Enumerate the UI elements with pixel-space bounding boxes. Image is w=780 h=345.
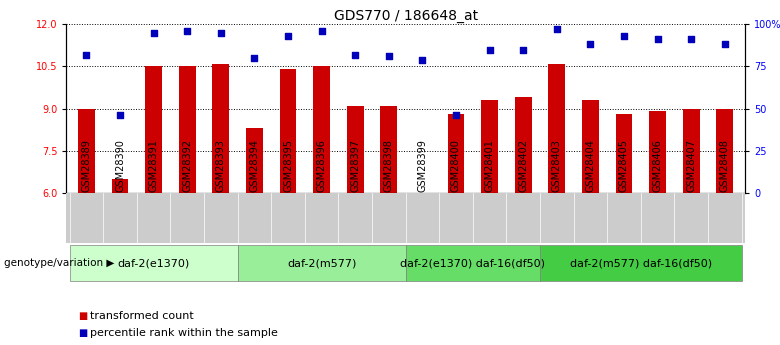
Bar — [548, 63, 565, 193]
Text: daf-2(m577): daf-2(m577) — [287, 258, 356, 268]
Bar — [381, 106, 397, 193]
Point — [382, 53, 395, 59]
Point — [315, 28, 328, 34]
Point — [215, 30, 227, 35]
Bar — [615, 114, 633, 193]
Point — [618, 33, 630, 39]
Point — [417, 57, 429, 62]
Point — [651, 37, 664, 42]
Bar — [314, 66, 330, 193]
Bar — [78, 109, 95, 193]
Point — [551, 27, 563, 32]
Bar — [448, 114, 464, 193]
Point — [147, 30, 160, 35]
Bar — [145, 66, 162, 193]
Text: genotype/variation ▶: genotype/variation ▶ — [4, 258, 115, 268]
Point — [80, 52, 93, 57]
Point — [282, 33, 294, 39]
Point — [349, 52, 361, 57]
Bar — [682, 109, 700, 193]
Point — [718, 42, 731, 47]
Bar — [716, 109, 733, 193]
Bar — [649, 111, 666, 193]
Point — [484, 47, 496, 52]
Text: transformed count: transformed count — [90, 311, 193, 321]
Point — [450, 113, 463, 118]
Bar — [347, 106, 363, 193]
Bar — [112, 179, 129, 193]
Point — [584, 42, 597, 47]
Text: ■: ■ — [78, 311, 87, 321]
Bar — [179, 66, 196, 193]
Bar — [212, 63, 229, 193]
Text: ■: ■ — [78, 328, 87, 338]
Bar — [279, 69, 296, 193]
Bar — [582, 100, 599, 193]
Bar — [515, 97, 532, 193]
Bar — [246, 128, 263, 193]
Bar — [481, 100, 498, 193]
Point — [685, 37, 697, 42]
Point — [517, 47, 530, 52]
Point — [248, 55, 261, 61]
Text: daf-2(e1370) daf-16(df50): daf-2(e1370) daf-16(df50) — [400, 258, 545, 268]
Point — [181, 28, 193, 34]
Title: GDS770 / 186648_at: GDS770 / 186648_at — [334, 9, 477, 23]
Text: daf-2(e1370): daf-2(e1370) — [118, 258, 190, 268]
Point — [114, 113, 126, 118]
Text: percentile rank within the sample: percentile rank within the sample — [90, 328, 278, 338]
Text: daf-2(m577) daf-16(df50): daf-2(m577) daf-16(df50) — [569, 258, 712, 268]
